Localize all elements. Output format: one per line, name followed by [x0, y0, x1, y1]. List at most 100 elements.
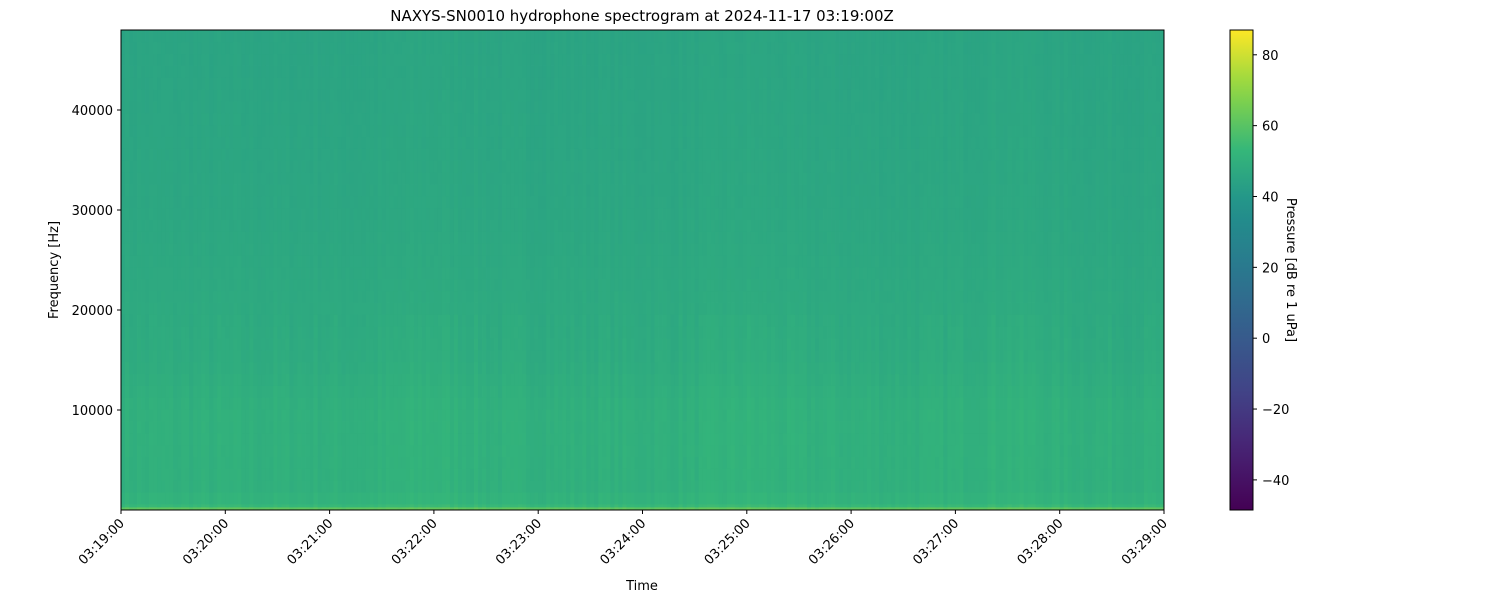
heatmap-cell: [373, 148, 379, 161]
heatmap-cell: [546, 421, 551, 434]
heatmap-cell: [149, 504, 154, 508]
heatmap-cell: [161, 480, 166, 493]
heatmap-cell: [474, 385, 479, 398]
heatmap-cell: [506, 492, 511, 505]
heatmap-cell: [133, 507, 138, 511]
heatmap-cell: [417, 112, 423, 126]
heatmap-cell: [369, 278, 375, 292]
heatmap-cell: [369, 480, 375, 493]
heatmap-cell: [534, 468, 539, 481]
heatmap-cell: [293, 53, 298, 66]
heatmap-cell: [209, 290, 214, 303]
heatmap-cell: [297, 385, 302, 398]
heatmap-cell: [457, 267, 463, 280]
heatmap-cell: [558, 172, 563, 185]
heatmap-cell: [425, 195, 431, 209]
heatmap-cell: [269, 195, 274, 209]
heatmap-cell: [514, 65, 519, 78]
heatmap-cell: [534, 278, 539, 292]
heatmap-cell: [397, 172, 403, 185]
heatmap-cell: [181, 468, 186, 481]
heatmap-cell: [213, 172, 218, 185]
heatmap-cell: [441, 231, 447, 244]
heatmap-cell: [353, 373, 359, 386]
heatmap-cell: [169, 65, 174, 78]
heatmap-cell: [465, 397, 471, 410]
heatmap-cell: [433, 290, 439, 303]
heatmap-cell: [305, 160, 310, 173]
heatmap-cell: [421, 160, 427, 173]
heatmap-cell: [449, 314, 455, 327]
heatmap-cell: [361, 255, 367, 268]
heatmap-cell: [189, 432, 194, 446]
heatmap-cell: [522, 30, 527, 43]
heatmap-cell: [133, 219, 138, 232]
heatmap-cell: [225, 278, 230, 292]
heatmap-cell: [385, 385, 391, 398]
heatmap-cell: [349, 101, 355, 114]
heatmap-cell: [369, 112, 375, 126]
heatmap-cell: [349, 160, 355, 173]
heatmap-cell: [333, 243, 339, 256]
heatmap-cell: [249, 184, 254, 197]
heatmap-cell: [449, 172, 455, 185]
heatmap-cell: [461, 172, 467, 185]
heatmap-cell: [121, 30, 126, 43]
heatmap-cell: [401, 112, 407, 126]
heatmap-cell: [401, 267, 407, 280]
heatmap-cell: [261, 421, 266, 434]
heatmap-cell: [409, 326, 415, 339]
heatmap-cell: [345, 41, 351, 55]
heatmap-cell: [293, 77, 298, 90]
heatmap-cell: [546, 124, 551, 138]
heatmap-cell: [453, 302, 459, 315]
heatmap-cell: [269, 77, 274, 90]
heatmap-cell: [506, 373, 511, 386]
heatmap-cell: [365, 432, 371, 446]
heatmap-cell: [586, 65, 591, 78]
heatmap-cell: [534, 243, 539, 256]
heatmap-cell: [297, 456, 302, 469]
heatmap-cell: [341, 314, 347, 327]
heatmap-cell: [361, 101, 367, 114]
heatmap-cell: [482, 53, 487, 66]
heatmap-cell: [193, 30, 198, 43]
heatmap-cell: [125, 480, 130, 493]
heatmap-cell: [125, 231, 130, 244]
heatmap-cell: [429, 432, 435, 446]
heatmap-cell: [498, 397, 503, 410]
heatmap-cell: [510, 184, 515, 197]
heatmap-cell: [245, 89, 250, 102]
heatmap-cell: [277, 504, 282, 508]
heatmap-cell: [133, 349, 138, 363]
heatmap-cell: [538, 480, 543, 493]
heatmap-cell: [169, 30, 174, 43]
heatmap-cell: [349, 507, 355, 511]
heatmap-cell: [225, 243, 230, 256]
heatmap-cell: [494, 349, 499, 363]
heatmap-cell: [506, 361, 511, 375]
heatmap-cell: [313, 421, 318, 434]
heatmap-cell: [325, 160, 330, 173]
heatmap-cell: [586, 468, 591, 481]
heatmap-cell: [229, 41, 234, 55]
heatmap-cell: [345, 432, 351, 446]
heatmap-cell: [153, 314, 158, 327]
heatmap-cell: [369, 89, 375, 102]
heatmap-cell: [377, 397, 383, 410]
heatmap-cell: [397, 421, 403, 434]
heatmap-cell: [317, 30, 322, 43]
heatmap-cell: [297, 101, 302, 114]
heatmap-cell: [377, 65, 383, 78]
heatmap-cell: [361, 432, 367, 446]
heatmap-cell: [317, 480, 322, 493]
heatmap-cell: [153, 77, 158, 90]
heatmap-cell: [470, 195, 475, 209]
heatmap-cell: [309, 507, 314, 511]
heatmap-cell: [229, 409, 234, 422]
heatmap-cell: [558, 219, 563, 232]
heatmap-cell: [149, 243, 154, 256]
heatmap-cell: [201, 444, 206, 457]
heatmap-cell: [205, 148, 210, 161]
heatmap-cell: [550, 231, 555, 244]
